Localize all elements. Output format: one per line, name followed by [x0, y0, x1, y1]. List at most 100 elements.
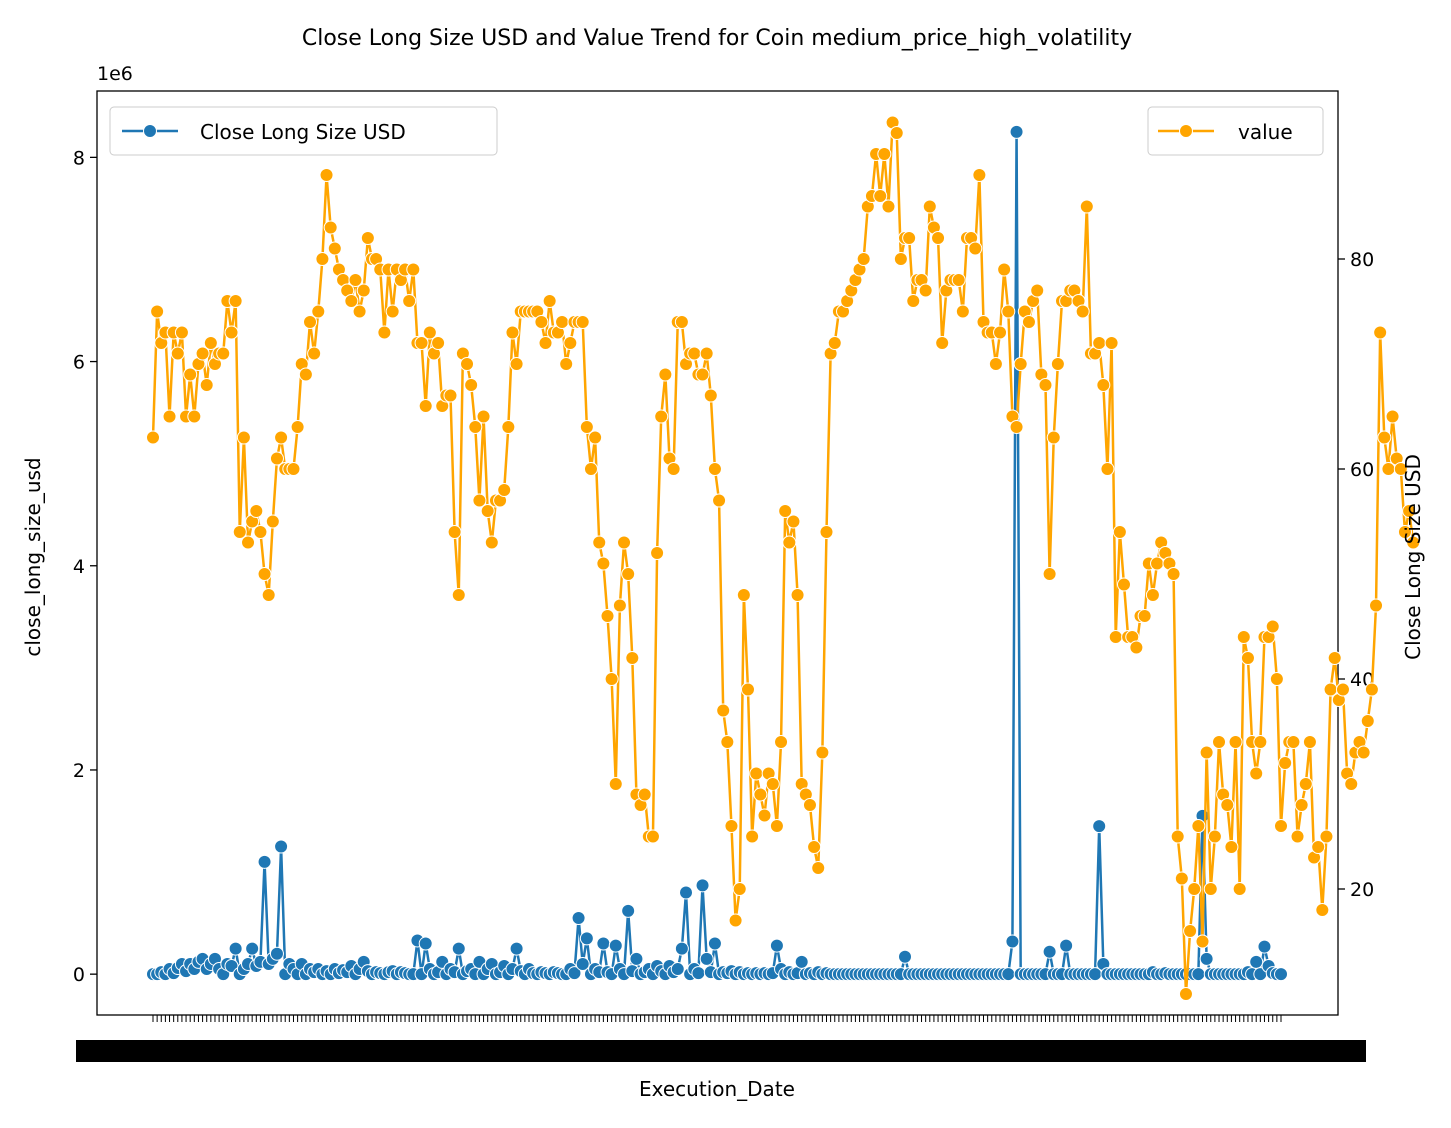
- data-point: [249, 504, 264, 518]
- data-point: [612, 598, 627, 613]
- legend-right-marker: [1179, 124, 1193, 138]
- data-point: [617, 535, 632, 550]
- data-point: [968, 241, 983, 256]
- data-point: [1228, 735, 1243, 749]
- data-point: [988, 357, 1003, 371]
- data-point: [1100, 462, 1115, 476]
- data-point: [856, 252, 871, 266]
- legend-left-marker: [143, 124, 157, 138]
- data-point: [645, 829, 660, 844]
- data-point: [1079, 199, 1094, 214]
- data-point: [476, 409, 491, 424]
- data-point: [778, 504, 793, 518]
- data-point: [732, 882, 747, 896]
- data-point: [712, 493, 727, 508]
- data-point: [360, 231, 375, 245]
- data-point: [955, 304, 970, 319]
- data-point: [422, 325, 437, 340]
- data-point: [298, 367, 313, 382]
- data-point: [1397, 525, 1412, 539]
- data-point: [1207, 829, 1222, 844]
- data-point: [951, 273, 966, 287]
- data-point: [183, 367, 198, 382]
- data-point: [1174, 871, 1189, 886]
- data-point: [1236, 630, 1251, 644]
- data-point: [236, 430, 251, 445]
- data-point: [348, 273, 363, 287]
- data-point: [1381, 462, 1396, 476]
- data-point: [174, 325, 189, 340]
- data-point: [228, 941, 243, 956]
- data-point: [414, 336, 429, 350]
- data-point: [1385, 409, 1400, 424]
- data-point: [575, 315, 590, 329]
- data-point: [1302, 735, 1317, 749]
- data-point: [203, 336, 218, 350]
- data-point: [146, 430, 160, 445]
- data-point: [1092, 336, 1107, 350]
- data-point: [1286, 735, 1301, 749]
- x-tick-labels-overlap: [76, 1040, 1366, 1062]
- data-point: [245, 941, 260, 956]
- data-point: [460, 357, 475, 371]
- data-point: [1373, 325, 1388, 340]
- right-tick-label: 80: [1350, 249, 1374, 271]
- data-point: [1046, 430, 1061, 445]
- data-point: [431, 336, 446, 350]
- data-point: [228, 294, 243, 308]
- data-point: [443, 388, 458, 403]
- right-tick-label: 20: [1350, 879, 1374, 901]
- data-point: [670, 962, 685, 977]
- data-point: [319, 168, 334, 182]
- left-tick-label: 4: [73, 556, 85, 578]
- data-point: [625, 651, 640, 665]
- data-point: [232, 525, 247, 539]
- data-point: [873, 189, 888, 203]
- data-point: [695, 878, 710, 893]
- data-point: [819, 525, 834, 539]
- data-point: [769, 819, 784, 833]
- legend-right-label: value: [1238, 120, 1293, 144]
- data-point: [827, 336, 842, 350]
- data-point: [687, 346, 702, 361]
- data-point: [621, 903, 636, 918]
- data-point: [679, 885, 694, 900]
- data-point: [1335, 682, 1350, 697]
- left-tick-label: 2: [73, 760, 85, 782]
- data-point: [1406, 535, 1421, 550]
- data-point: [691, 966, 706, 981]
- data-point: [307, 346, 322, 361]
- data-point: [1249, 766, 1264, 781]
- data-point: [480, 504, 495, 518]
- right-tick-label: 60: [1350, 459, 1374, 481]
- data-point: [1356, 745, 1371, 760]
- data-point: [1104, 336, 1119, 350]
- data-point: [592, 535, 607, 550]
- data-point: [1178, 987, 1193, 1001]
- data-point: [1150, 556, 1165, 571]
- data-point: [757, 808, 772, 823]
- data-point: [703, 388, 718, 403]
- data-point: [774, 735, 789, 749]
- data-point: [1290, 829, 1305, 844]
- data-point: [315, 252, 330, 266]
- data-point: [1212, 735, 1227, 749]
- data-point: [1315, 903, 1330, 917]
- data-point: [1364, 682, 1379, 697]
- data-point: [497, 483, 512, 497]
- data-point: [1021, 315, 1036, 329]
- data-point: [1199, 745, 1214, 760]
- chart-title: Close Long Size USD and Value Trend for …: [302, 26, 1132, 51]
- data-point: [352, 304, 367, 319]
- data-point: [608, 938, 623, 953]
- data-point: [765, 777, 780, 791]
- data-point: [274, 430, 289, 445]
- data-point: [385, 304, 400, 319]
- data-point: [418, 399, 433, 413]
- data-point: [658, 367, 673, 382]
- data-point: [1191, 967, 1206, 982]
- left-y-axis-label: close_long_size_usd: [21, 457, 45, 656]
- legend-left-label: Close Long Size USD: [200, 120, 406, 144]
